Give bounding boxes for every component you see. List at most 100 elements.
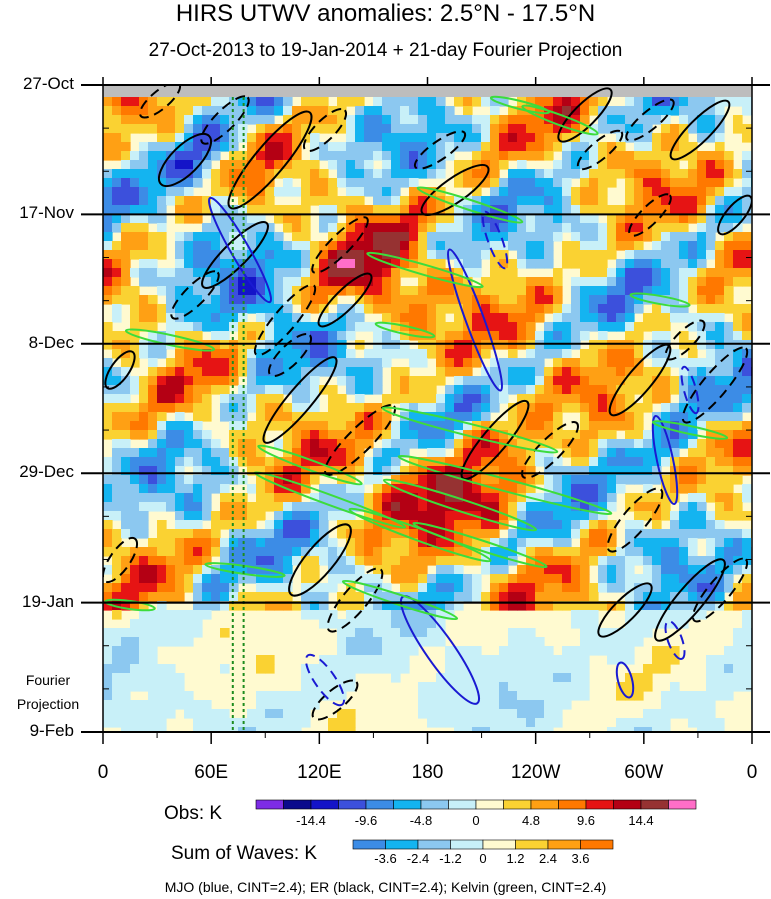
field-cell — [652, 232, 662, 242]
field-cell — [697, 259, 707, 269]
field-cell — [256, 565, 266, 575]
field-cell — [589, 304, 599, 314]
field-cell — [157, 475, 167, 485]
field-cell — [283, 709, 293, 719]
field-cell — [526, 385, 536, 395]
field-cell — [157, 304, 167, 314]
field-cell — [454, 691, 464, 701]
field-cell — [193, 439, 203, 449]
field-cell — [598, 574, 608, 584]
field-cell — [184, 313, 194, 323]
field-cell — [346, 169, 356, 179]
field-cell — [202, 223, 212, 233]
field-cell — [256, 394, 266, 404]
field-cell — [112, 295, 122, 305]
field-cell — [130, 223, 140, 233]
field-cell — [202, 196, 212, 206]
field-cell — [121, 466, 131, 476]
field-cell — [742, 448, 752, 458]
field-cell — [589, 466, 599, 476]
field-cell — [373, 232, 383, 242]
field-cell — [409, 619, 419, 629]
field-cell — [301, 286, 311, 296]
field-cell — [688, 214, 698, 224]
field-cell — [157, 700, 167, 710]
field-cell — [103, 178, 113, 188]
field-cell — [364, 403, 374, 413]
field-cell — [598, 511, 608, 521]
field-cell — [499, 196, 509, 206]
er-contour — [625, 98, 675, 142]
field-cell — [562, 655, 572, 665]
field-cell — [715, 124, 725, 134]
field-cell — [679, 250, 689, 260]
field-cell — [436, 556, 446, 566]
field-cell — [193, 358, 203, 368]
field-cell — [337, 628, 347, 638]
field-cell — [148, 115, 158, 125]
field-cell — [670, 403, 680, 413]
field-cell — [373, 214, 383, 224]
field-cell — [715, 655, 725, 665]
field-cell — [526, 376, 536, 386]
field-cell — [346, 574, 356, 584]
field-cell — [607, 322, 617, 332]
field-cell — [535, 385, 545, 395]
field-cell — [715, 673, 725, 683]
field-cell — [616, 349, 626, 359]
field-cell — [598, 394, 608, 404]
field-cell — [436, 673, 446, 683]
field-cell — [661, 493, 671, 503]
field-cell — [328, 412, 338, 422]
field-cell — [193, 601, 203, 611]
field-cell — [481, 430, 491, 440]
field-cell — [157, 610, 167, 620]
field-cell — [499, 691, 509, 701]
field-cell — [589, 475, 599, 485]
field-cell — [346, 385, 356, 395]
field-cell — [112, 475, 122, 485]
field-cell — [634, 448, 644, 458]
field-cell — [508, 529, 518, 539]
field-cell — [148, 367, 158, 377]
field-cell — [625, 241, 635, 251]
er-contour — [227, 110, 313, 210]
field-cell — [319, 169, 329, 179]
field-cell — [319, 664, 329, 674]
er-contour — [253, 283, 317, 357]
field-cell — [733, 475, 743, 485]
field-cell — [103, 583, 113, 593]
field-cell — [427, 106, 437, 116]
field-cell — [364, 214, 374, 224]
field-cell — [679, 529, 689, 539]
field-cell — [445, 583, 455, 593]
field-cell — [598, 376, 608, 386]
field-cell — [463, 403, 473, 413]
field-cell — [706, 295, 716, 305]
field-cell — [193, 349, 203, 359]
field-cell — [319, 106, 329, 116]
field-cell — [445, 286, 455, 296]
field-cell — [508, 223, 518, 233]
field-cell — [688, 556, 698, 566]
field-cell — [274, 565, 284, 575]
field-cell — [706, 655, 716, 665]
field-cell — [346, 637, 356, 647]
field-cell — [409, 502, 419, 512]
field-cell — [643, 583, 653, 593]
field-cell — [355, 565, 365, 575]
field-cell — [580, 673, 590, 683]
field-cell — [418, 97, 428, 107]
field-cell — [724, 484, 734, 494]
field-cell — [157, 133, 167, 143]
field-cell — [103, 394, 113, 404]
er-contour — [104, 350, 136, 390]
field-cell — [580, 439, 590, 449]
field-cell — [139, 637, 149, 647]
field-cell — [571, 367, 581, 377]
field-cell — [625, 358, 635, 368]
field-cell — [328, 268, 338, 278]
field-cell — [229, 115, 239, 125]
field-cell — [175, 160, 185, 170]
field-cell — [211, 124, 221, 134]
